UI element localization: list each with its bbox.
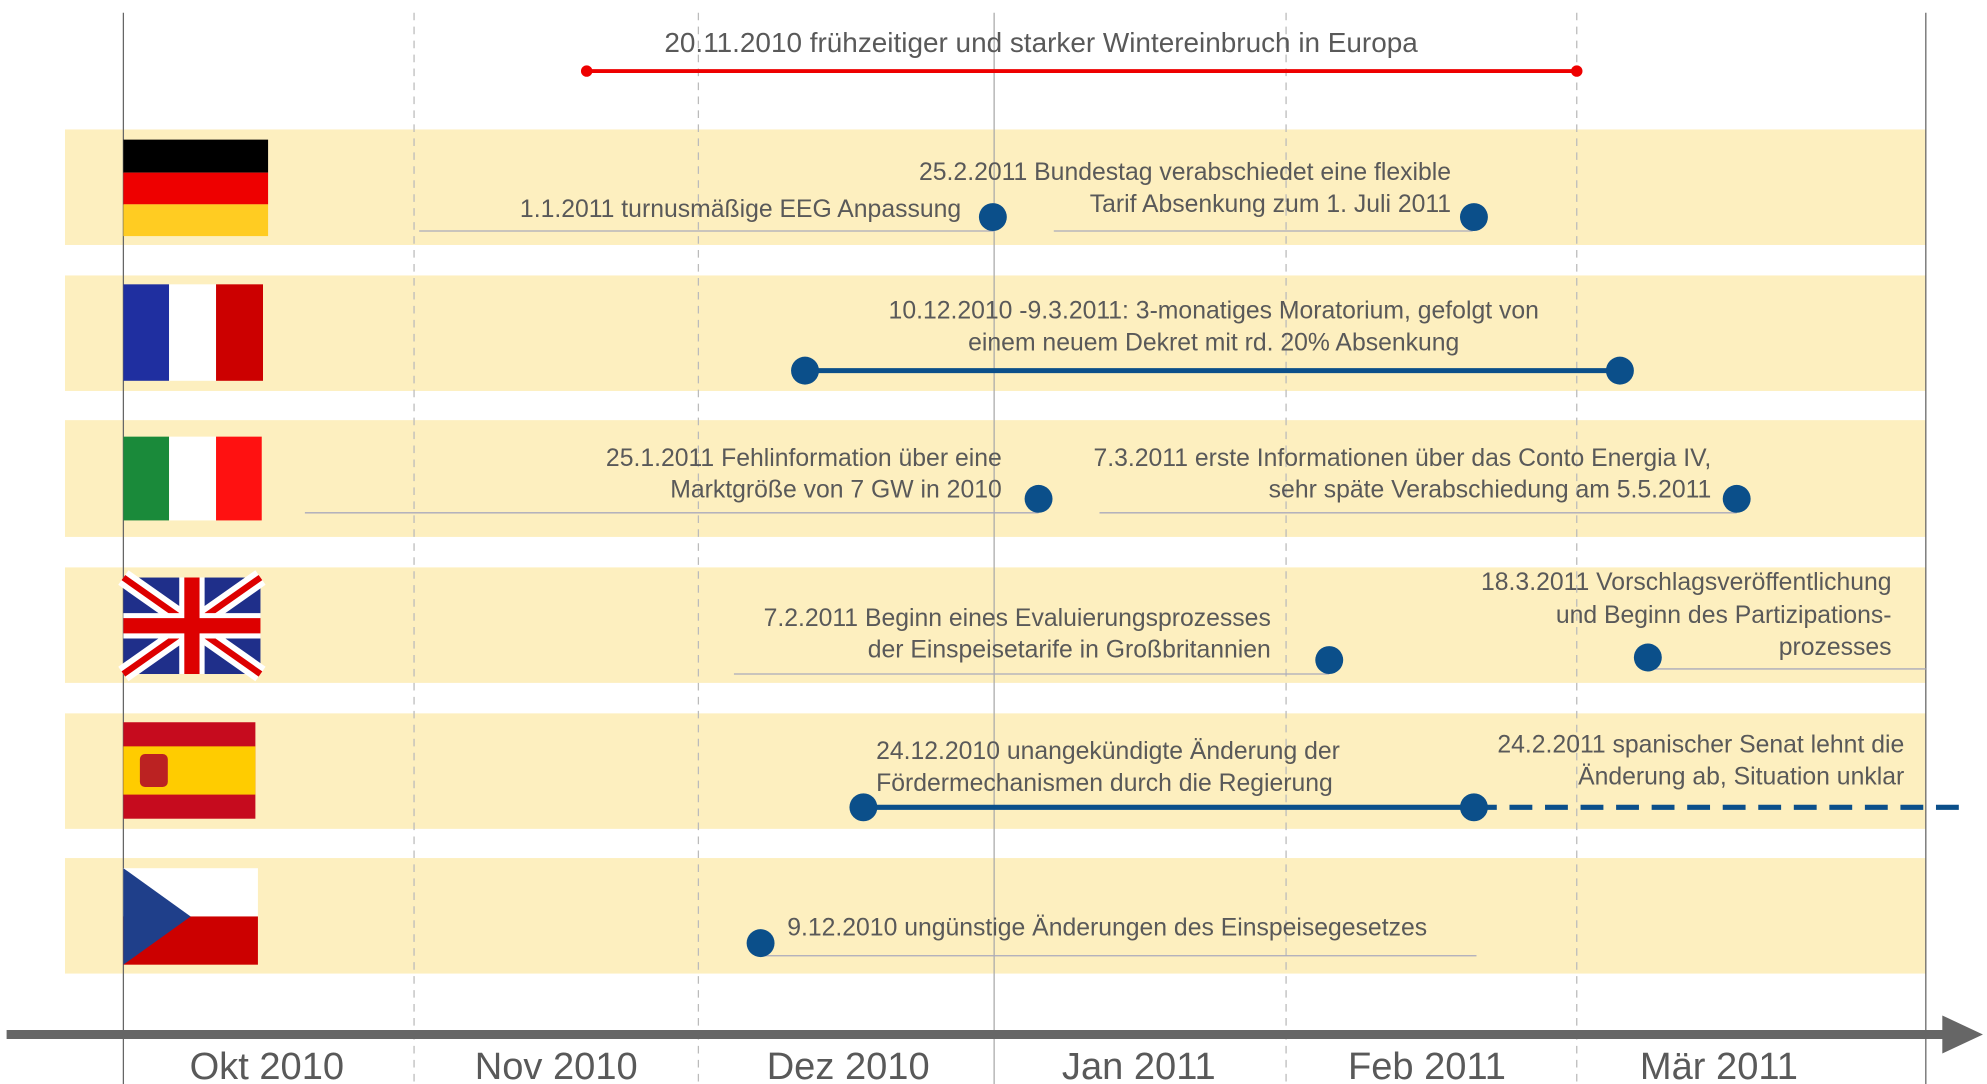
event-text: 24.12.2010 unangekündigte Änderung der — [876, 738, 1340, 765]
event-text: 25.1.2011 Fehlinformation über eine — [606, 445, 1002, 472]
event-dot — [1633, 643, 1662, 672]
row-band — [64, 420, 1926, 537]
event-text: 20.11.2010 frühzeitiger und starker Wint… — [664, 27, 1418, 58]
event-dot — [1315, 646, 1344, 675]
event-dot — [1459, 793, 1488, 822]
event-dot — [1571, 65, 1583, 77]
event-text: Tarif Absenkung zum 1. Juli 2011 — [1090, 191, 1451, 218]
event-text: 9.12.2010 ungünstige Änderungen des Eins… — [787, 914, 1427, 941]
month-label: Dez 2010 — [767, 1046, 930, 1084]
flag-it — [123, 436, 262, 521]
event-text: 1.1.2011 turnusmäßige EEG Anpassung — [520, 196, 961, 223]
event-text: 7.3.2011 erste Informationen über das Co… — [1094, 445, 1712, 472]
flag-uk — [118, 570, 266, 682]
event-text: der Einspeisetarife in Großbritannien — [868, 637, 1271, 664]
month-label: Nov 2010 — [475, 1046, 638, 1084]
event-text: 10.12.2010 -9.3.2011: 3-monatiges Morato… — [889, 298, 1539, 325]
event-dot — [1722, 484, 1751, 513]
event-dot — [580, 65, 593, 77]
event-text: 25.2.2011 Bundestag verabschiedet eine f… — [919, 159, 1451, 186]
month-label: Jan 2011 — [1062, 1046, 1216, 1084]
time-axis — [6, 1015, 1983, 1054]
event-text: Änderung ab, Situation unklar — [1578, 763, 1904, 790]
event-dot — [791, 356, 819, 385]
month-label: Feb 2011 — [1348, 1046, 1506, 1084]
event-dot — [1024, 484, 1053, 513]
flag-de — [123, 139, 269, 237]
event-dot — [1605, 356, 1634, 385]
event-text: 24.2.2011 spanischer Senat lehnt die — [1497, 732, 1904, 759]
row-band — [64, 858, 1926, 974]
event-dot — [746, 929, 775, 958]
flag-fr — [123, 284, 264, 381]
event-dot — [978, 203, 1007, 232]
event-text: sehr späte Verabschiedung am 5.5.2011 — [1269, 477, 1712, 504]
row-band — [64, 567, 1926, 683]
event-dot — [1459, 203, 1488, 232]
event-text: Marktgröße von 7 GW in 2010 — [670, 477, 1002, 504]
event-text: 18.3.2011 Vorschlagsveröffentlichung — [1481, 569, 1892, 596]
event-dot — [849, 793, 878, 822]
month-label: Mär 2011 — [1640, 1046, 1798, 1084]
row-bands — [64, 129, 1926, 974]
event-text: 7.2.2011 Beginn eines Evaluierungsprozes… — [764, 605, 1271, 632]
event-text: und Beginn des Partizipations- — [1556, 602, 1892, 629]
event-text: einem neuem Dekret mit rd. 20% Absenkung — [968, 329, 1459, 356]
flag-es — [123, 722, 256, 819]
month-label: Okt 2010 — [190, 1046, 344, 1084]
event-text: Fördermechanismen durch die Regierung — [876, 770, 1333, 797]
flag-cz — [123, 868, 258, 965]
event-text: prozesses — [1779, 634, 1892, 661]
